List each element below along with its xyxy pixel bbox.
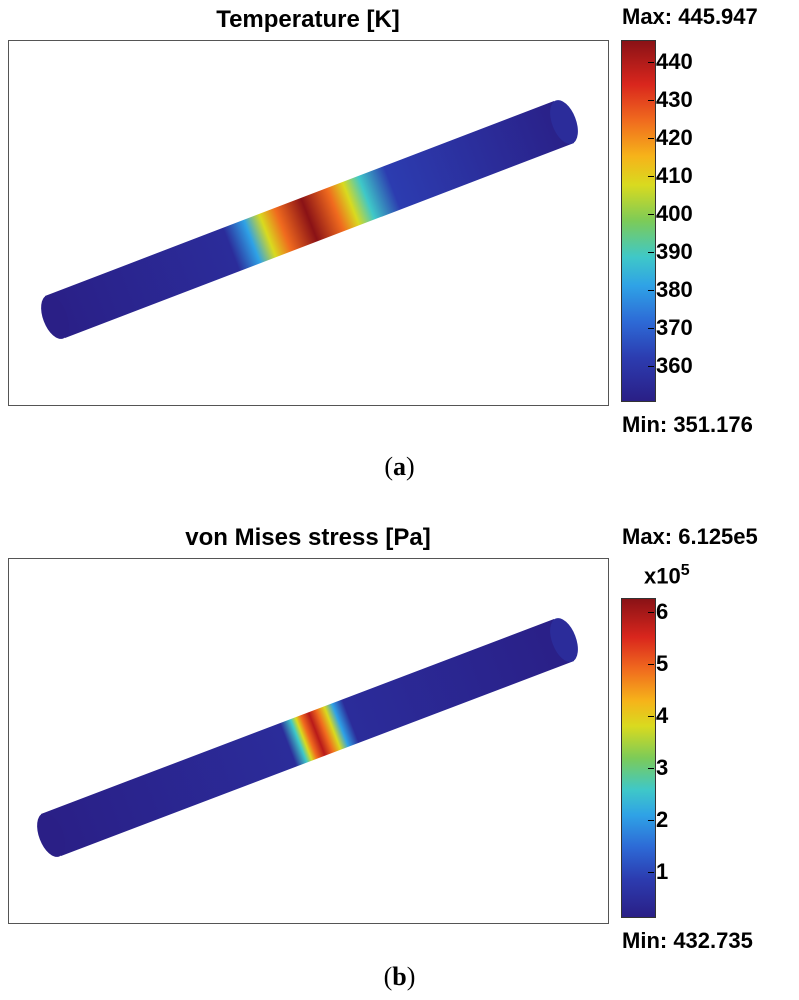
colorbar-tick: 410 xyxy=(648,163,693,188)
colorbar-ticks: 6 5 4 3 2 1 xyxy=(647,598,776,918)
min-value-label: Min: 351.176 xyxy=(622,412,753,437)
heated-rod xyxy=(41,100,578,339)
rod-plot xyxy=(37,618,578,857)
colorbar-tick: 380 xyxy=(648,277,693,302)
colorbar-tick: 370 xyxy=(648,315,693,340)
panel-title: von Mises stress [Pa] xyxy=(185,524,431,551)
stress-panel: von Mises stress [Pa] xyxy=(0,500,799,1000)
colorbar-exponent-value: 5 xyxy=(680,562,690,579)
colorbar-tick: 390 xyxy=(648,239,693,264)
colorbar-tick: 440 xyxy=(648,49,693,74)
max-value-label: Max: 445.947 xyxy=(622,4,758,29)
caption-letter: b xyxy=(392,962,407,991)
caption-letter: a xyxy=(393,452,406,481)
colorbar-tick: 430 xyxy=(648,87,693,112)
stressed-rod xyxy=(37,618,578,857)
rod-plot xyxy=(41,100,578,339)
colorbar-exponent: x105 xyxy=(644,562,690,589)
colorbar xyxy=(621,40,656,402)
panel-title: Temperature [K] xyxy=(216,6,400,33)
min-value-label: Min: 432.735 xyxy=(622,928,753,953)
colorbar-tick: 420 xyxy=(648,125,693,150)
max-value-label: Max: 6.125e5 xyxy=(622,524,758,549)
colorbar-multiplier: x10 xyxy=(644,563,681,589)
colorbar-ticks: 440 430 420 410 400 390 380 370 360 xyxy=(648,40,776,402)
plot-area xyxy=(8,558,609,924)
colorbar-tick: 6 xyxy=(647,599,669,624)
colorbar-tick: 5 xyxy=(647,651,669,676)
colorbar-tick: 4 xyxy=(647,703,669,728)
temperature-panel: Temperature [K] xyxy=(8,4,776,481)
plot-area xyxy=(8,40,609,406)
panel-caption: (a) xyxy=(384,452,415,481)
colorbar-tick: 3 xyxy=(647,755,669,780)
colorbar-tick: 400 xyxy=(648,201,693,226)
colorbar-tick: 1 xyxy=(647,859,669,884)
colorbar xyxy=(621,598,656,918)
panel-caption: (b) xyxy=(383,962,416,991)
colorbar-tick: 2 xyxy=(647,807,669,832)
colorbar-tick: 360 xyxy=(648,353,693,378)
